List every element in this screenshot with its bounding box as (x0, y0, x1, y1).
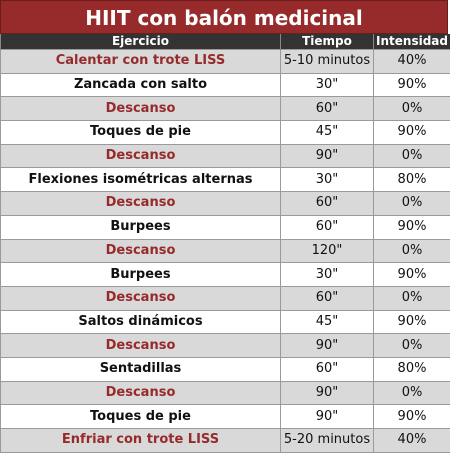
cell-time: 60" (280, 191, 374, 216)
table-row: Descanso 90" 0% (0, 380, 450, 406)
cell-time: 120" (280, 238, 374, 264)
cell-intensity: 90% (373, 262, 450, 287)
cell-time: 45" (280, 309, 374, 335)
cell-exercise: Descanso (0, 191, 281, 216)
cell-exercise: Toques de pie (0, 404, 281, 429)
workout-table: Ejercicio Tiempo Intensidad Calentar con… (0, 34, 450, 453)
cell-exercise: Burpees (0, 214, 281, 240)
cell-intensity: 90% (373, 214, 450, 240)
cell-time: 60" (280, 214, 374, 240)
table-row: Zancada con salto 30" 90% (0, 72, 450, 98)
cell-exercise: Toques de pie (0, 120, 281, 145)
cell-time: 30" (280, 262, 374, 287)
cell-exercise: Burpees (0, 262, 281, 287)
cell-exercise: Saltos dinámicos (0, 309, 281, 335)
table-row: Descanso 60" 0% (0, 96, 450, 122)
cell-exercise: Descanso (0, 96, 281, 122)
cell-exercise: Sentadillas (0, 356, 281, 382)
cell-time: 30" (280, 167, 374, 193)
cell-time: 5-20 minutos (280, 428, 374, 453)
cell-exercise: Descanso (0, 238, 281, 264)
cell-intensity: 90% (373, 72, 450, 98)
cell-intensity: 80% (373, 167, 450, 193)
table-row: Flexiones isométricas alternas 30" 80% (0, 167, 450, 193)
cell-intensity: 40% (373, 49, 450, 74)
cell-exercise: Descanso (0, 380, 281, 406)
cell-intensity: 90% (373, 120, 450, 145)
cell-intensity: 0% (373, 333, 450, 358)
table-row: Calentar con trote LISS 5-10 minutos 40% (0, 49, 450, 74)
cell-exercise: Descanso (0, 333, 281, 358)
cell-exercise: Zancada con salto (0, 72, 281, 98)
cell-intensity: 0% (373, 143, 450, 169)
cell-intensity: 80% (373, 356, 450, 382)
column-header-time: Tiempo (280, 34, 374, 50)
table-row: Descanso 90" 0% (0, 333, 450, 358)
table-row: Toques de pie 90" 90% (0, 404, 450, 429)
column-header-intensity: Intensidad (373, 34, 450, 50)
cell-intensity: 0% (373, 380, 450, 406)
table-row: Enfriar con trote LISS 5-20 minutos 40% (0, 428, 450, 453)
cell-time: 90" (280, 404, 374, 429)
cell-exercise: Flexiones isométricas alternas (0, 167, 281, 193)
table-title: HIIT con balón medicinal (0, 0, 448, 34)
cell-time: 5-10 minutos (280, 49, 374, 74)
cell-intensity: 90% (373, 309, 450, 335)
table-row: Burpees 60" 90% (0, 214, 450, 240)
table-row: Descanso 120" 0% (0, 238, 450, 264)
cell-time: 60" (280, 356, 374, 382)
cell-time: 90" (280, 380, 374, 406)
cell-exercise: Descanso (0, 285, 281, 311)
cell-time: 90" (280, 143, 374, 169)
table-row: Descanso 90" 0% (0, 143, 450, 169)
column-header-exercise: Ejercicio (0, 34, 281, 50)
cell-time: 60" (280, 285, 374, 311)
table-row: Toques de pie 45" 90% (0, 120, 450, 145)
cell-exercise: Descanso (0, 143, 281, 169)
cell-intensity: 0% (373, 96, 450, 122)
cell-time: 30" (280, 72, 374, 98)
table-row: Burpees 30" 90% (0, 262, 450, 287)
table-row: Descanso 60" 0% (0, 285, 450, 311)
cell-exercise: Calentar con trote LISS (0, 49, 281, 74)
cell-time: 45" (280, 120, 374, 145)
cell-intensity: 90% (373, 404, 450, 429)
cell-intensity: 0% (373, 191, 450, 216)
cell-intensity: 0% (373, 285, 450, 311)
cell-time: 90" (280, 333, 374, 358)
table-row: Saltos dinámicos 45" 90% (0, 309, 450, 335)
table-row: Sentadillas 60" 80% (0, 356, 450, 382)
table-header-row: Ejercicio Tiempo Intensidad (0, 34, 450, 50)
table-row: Descanso 60" 0% (0, 191, 450, 216)
cell-time: 60" (280, 96, 374, 122)
cell-intensity: 0% (373, 238, 450, 264)
cell-intensity: 40% (373, 428, 450, 453)
cell-exercise: Enfriar con trote LISS (0, 428, 281, 453)
